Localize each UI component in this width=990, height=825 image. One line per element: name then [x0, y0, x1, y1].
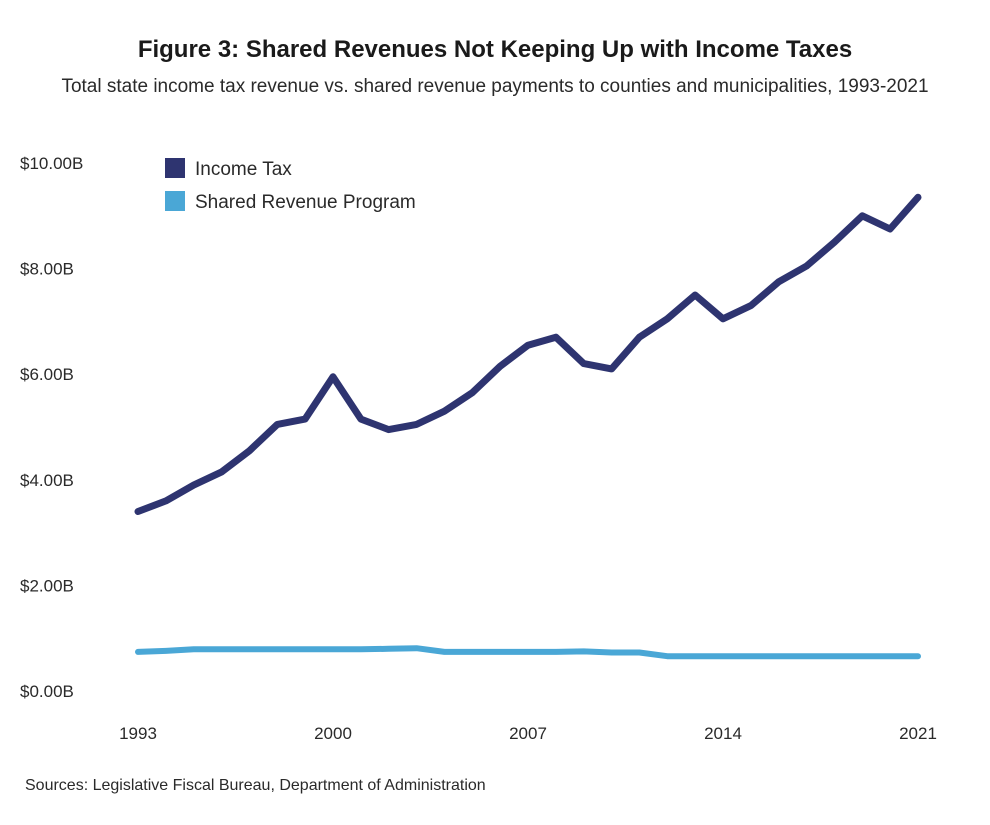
legend-swatch	[165, 191, 185, 211]
series-lines	[134, 193, 922, 660]
y-axis-ticks: $0.00B $2.00B $4.00B $6.00B $8.00B $10.00B	[20, 154, 83, 701]
legend-swatch	[165, 158, 185, 178]
x-tick-label: 2000	[314, 724, 352, 743]
x-axis-ticks: 1993 2000 2007 2014 2021	[119, 724, 937, 743]
x-tick-label: 1993	[119, 724, 157, 743]
series-line-income-tax	[134, 193, 922, 515]
y-tick-label: $8.00B	[20, 260, 74, 279]
x-tick-label: 2021	[899, 724, 937, 743]
x-tick-label: 2014	[704, 724, 742, 743]
y-tick-label: $0.00B	[20, 682, 74, 701]
legend-label: Income Tax	[195, 159, 292, 180]
chart-subtitle: Total state income tax revenue vs. share…	[61, 76, 929, 97]
chart-title: Figure 3: Shared Revenues Not Keeping Up…	[137, 36, 853, 63]
y-tick-label: $6.00B	[20, 365, 74, 384]
y-tick-label: $4.00B	[20, 471, 74, 490]
legend-label: Shared Revenue Program	[195, 192, 416, 213]
y-tick-label: $2.00B	[20, 576, 74, 595]
legend: Income Tax Shared Revenue Program	[165, 158, 416, 213]
x-tick-label: 2007	[509, 724, 547, 743]
source-note: Sources: Legislative Fiscal Bureau, Depa…	[25, 777, 486, 794]
series-line-shared-revenue	[135, 645, 921, 660]
y-tick-label: $10.00B	[20, 154, 83, 173]
